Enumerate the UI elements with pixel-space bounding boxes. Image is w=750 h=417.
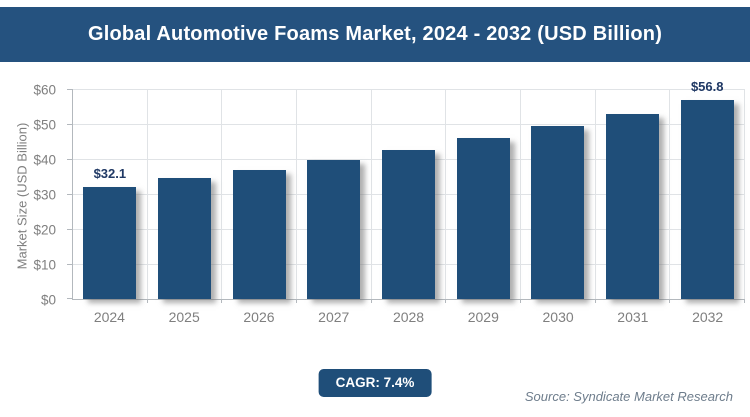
y-axis-tick — [67, 124, 73, 125]
bar-2031 — [606, 113, 660, 299]
x-axis-tick — [445, 299, 447, 303]
x-tick-label-2029: 2029 — [467, 309, 499, 325]
bar-2027 — [307, 159, 361, 299]
x-tick-label-2031: 2031 — [617, 309, 649, 325]
bar-column-2030 — [521, 90, 596, 303]
y-axis-tick-labels: $0 $10 $20 $30 $40 $50 $60 — [0, 83, 66, 308]
x-tick-label-2026: 2026 — [243, 309, 275, 325]
y-axis-tick — [67, 264, 73, 265]
bar-2030 — [531, 126, 585, 299]
y-axis-tick — [67, 298, 73, 299]
x-tick-label-2032: 2032 — [692, 309, 724, 325]
x-tick-label-2030: 2030 — [542, 309, 574, 325]
bar-column-2029 — [446, 90, 522, 303]
x-axis-tick — [594, 299, 596, 303]
x-axis-tick — [520, 299, 522, 303]
y-axis-tick — [67, 89, 73, 90]
x-axis-tick — [370, 299, 372, 303]
bar-2024 — [83, 186, 137, 299]
bar-column-2026 — [222, 90, 298, 303]
data-label-2024: $32.1 — [93, 165, 127, 181]
x-axis-tick — [744, 299, 746, 303]
x-axis-tick-labels: 2024 2025 2026 2027 2028 2029 2030 2031 2032 — [72, 309, 745, 325]
data-label-2032: $56.8 — [690, 79, 724, 95]
cagr-badge: CAGR: 7.4% — [318, 369, 432, 397]
x-tick-label-2027: 2027 — [318, 309, 350, 325]
bar-2032 — [680, 100, 734, 299]
y-tick-label: $30 — [33, 187, 56, 203]
y-tick-label: $0 — [40, 292, 56, 308]
bar-2029 — [456, 138, 510, 299]
x-axis-tick — [146, 299, 148, 303]
gridline — [73, 89, 745, 90]
source-note: Source: Syndicate Market Research — [524, 389, 733, 404]
x-axis-tick — [669, 299, 671, 303]
bar-2026 — [232, 169, 286, 299]
title-banner: Global Automotive Foams Market, 2024 - 2… — [0, 7, 750, 62]
y-tick-label: $10 — [33, 257, 56, 273]
y-tick-label: $60 — [33, 82, 56, 98]
bar-column-2028 — [372, 90, 447, 303]
bar-column-2027 — [297, 90, 372, 303]
plot-area: $32.1 $56.8 — [67, 79, 746, 303]
bar-columns: $32.1 $56.8 — [73, 79, 746, 303]
x-tick-label-2025: 2025 — [168, 309, 200, 325]
x-tick-label-2024: 2024 — [93, 309, 125, 325]
y-tick-label: $40 — [33, 152, 56, 168]
chart-title: Global Automotive Foams Market, 2024 - 2… — [87, 23, 663, 45]
x-axis-tick — [221, 299, 223, 303]
x-axis-tick — [296, 299, 298, 303]
y-axis-tick — [67, 194, 73, 195]
y-tick-label: $20 — [33, 222, 56, 238]
y-tick-label: $50 — [33, 117, 56, 133]
bar-column-2024: $32.1 — [73, 90, 148, 303]
bar-2025 — [157, 178, 212, 299]
bar-column-2031 — [596, 90, 671, 303]
bar-column-2032: $56.8 — [670, 79, 746, 303]
y-axis-tick — [67, 229, 73, 230]
x-tick-label-2028: 2028 — [392, 309, 425, 325]
y-axis-tick — [67, 159, 73, 160]
bar-column-2025 — [148, 90, 223, 303]
bar-2028 — [382, 149, 436, 299]
gridline — [73, 124, 745, 125]
